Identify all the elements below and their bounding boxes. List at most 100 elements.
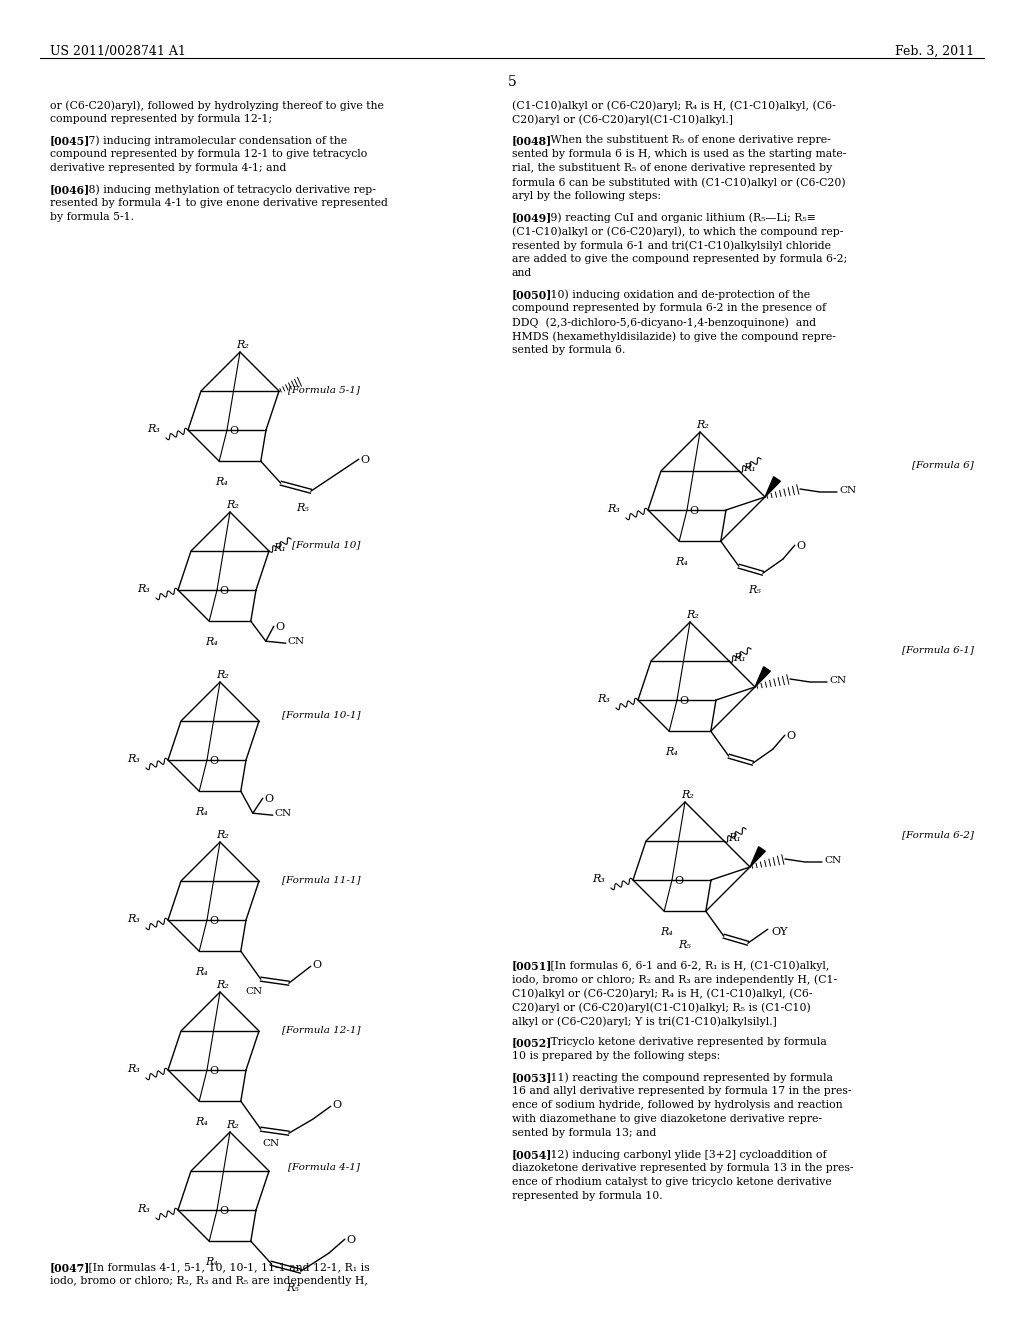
Text: R₄: R₄ [666,747,678,758]
Text: C20)aryl or (C6-C20)aryl(C1-C10)alkyl; R₅ is (C1-C10): C20)aryl or (C6-C20)aryl(C1-C10)alkyl; R… [512,1002,811,1012]
Text: derivative represented by formula 4-1; and: derivative represented by formula 4-1; a… [50,162,287,173]
Text: are added to give the compound represented by formula 6-2;: are added to give the compound represent… [512,253,847,264]
Polygon shape [750,847,765,867]
Text: R₃: R₃ [127,1064,140,1074]
Text: ence of rhodium catalyst to give tricyclo ketone derivative: ence of rhodium catalyst to give tricycl… [512,1177,831,1187]
Text: [0051]: [0051] [512,960,553,972]
Text: CN: CN [839,486,856,495]
Text: When the substituent R₅ of enone derivative repre-: When the substituent R₅ of enone derivat… [540,135,830,145]
Text: [In formulas 4-1, 5-1, 10, 10-1, 11-1 and 12-1, R₁ is: [In formulas 4-1, 5-1, 10, 10-1, 11-1 an… [78,1262,370,1272]
Text: and: and [512,268,532,279]
Text: R₂: R₂ [216,671,229,680]
Text: [0045]: [0045] [50,135,90,147]
Text: 5: 5 [508,75,516,88]
Text: R₃: R₃ [137,1204,150,1214]
Text: O: O [674,876,683,886]
Text: R₃: R₃ [137,583,150,594]
Text: R₃: R₃ [127,754,140,764]
Text: 9) reacting CuI and organic lithium (R₅—Li; R₅≡: 9) reacting CuI and organic lithium (R₅—… [540,213,815,223]
Text: R₂: R₂ [686,610,698,620]
Text: iodo, bromo or chloro; R₂ and R₃ are independently H, (C1-: iodo, bromo or chloro; R₂ and R₃ are ind… [512,974,838,985]
Text: O: O [219,1206,228,1216]
Text: US 2011/0028741 A1: US 2011/0028741 A1 [50,45,186,58]
Text: ence of sodium hydride, followed by hydrolysis and reaction: ence of sodium hydride, followed by hydr… [512,1100,843,1110]
Text: O: O [209,756,218,766]
Text: Tricyclo ketone derivative represented by formula: Tricyclo ketone derivative represented b… [540,1038,826,1047]
Text: CN: CN [288,638,305,647]
Text: R₁: R₁ [728,833,741,843]
Text: diazoketone derivative represented by formula 13 in the pres-: diazoketone derivative represented by fo… [512,1163,853,1173]
Text: R₅: R₅ [287,1283,299,1294]
Text: O: O [679,696,688,706]
Text: R₄: R₄ [196,968,208,977]
Text: [Formula 6]: [Formula 6] [912,459,974,469]
Text: R₁: R₁ [733,653,745,663]
Text: O: O [347,1236,356,1245]
Text: R₂: R₂ [216,979,229,990]
Text: rial, the substituent R₅ of enone derivative represented by: rial, the substituent R₅ of enone deriva… [512,162,833,173]
Text: R₂: R₂ [236,341,249,350]
Text: Feb. 3, 2011: Feb. 3, 2011 [895,45,974,58]
Text: compound represented by formula 12-1 to give tetracyclo: compound represented by formula 12-1 to … [50,149,368,158]
Text: HMDS (hexamethyldisilazide) to give the compound repre-: HMDS (hexamethyldisilazide) to give the … [512,331,836,342]
Text: O: O [209,916,218,927]
Text: O: O [209,1067,218,1076]
Text: [0050]: [0050] [512,289,552,300]
Text: 10) inducing oxidation and de-protection of the: 10) inducing oxidation and de-protection… [540,289,810,300]
Text: R₄: R₄ [205,1257,218,1267]
Text: R₂: R₂ [226,1119,239,1130]
Text: R₃: R₃ [597,694,610,704]
Text: (C1-C10)alkyl or (C6-C20)aryl; R₄ is H, (C1-C10)alkyl, (C6-: (C1-C10)alkyl or (C6-C20)aryl; R₄ is H, … [512,100,836,111]
Text: [Formula 11-1]: [Formula 11-1] [282,875,360,884]
Text: R₁: R₁ [273,543,286,553]
Text: [0048]: [0048] [512,135,552,147]
Text: R₂: R₂ [696,420,709,430]
Text: R₂: R₂ [216,830,229,840]
Text: R₄: R₄ [196,1117,208,1127]
Text: O: O [786,731,796,742]
Text: R₄: R₄ [205,638,218,647]
Text: R₅: R₅ [749,585,761,595]
Text: CN: CN [246,987,263,997]
Text: R₄: R₄ [196,808,208,817]
Text: 8) inducing methylation of tetracyclo derivative rep-: 8) inducing methylation of tetracyclo de… [78,183,376,194]
Text: aryl by the following steps:: aryl by the following steps: [512,191,662,201]
Text: sented by formula 6.: sented by formula 6. [512,345,626,355]
Text: R₄: R₄ [215,478,228,487]
Text: R₂: R₂ [681,789,694,800]
Text: C20)aryl or (C6-C20)aryl(C1-C10)alkyl.]: C20)aryl or (C6-C20)aryl(C1-C10)alkyl.] [512,114,733,124]
Text: compound represented by formula 6-2 in the presence of: compound represented by formula 6-2 in t… [512,304,826,313]
Text: R₅: R₅ [296,503,309,513]
Text: R₃: R₃ [127,913,140,924]
Text: R₄: R₄ [660,927,673,937]
Text: O: O [360,455,370,465]
Text: [Formula 5-1]: [Formula 5-1] [288,385,360,393]
Text: [Formula 10]: [Formula 10] [292,540,360,549]
Text: CN: CN [274,809,292,818]
Text: CN: CN [829,676,846,685]
Polygon shape [765,477,780,498]
Text: O: O [229,426,239,436]
Text: [0052]: [0052] [512,1038,552,1048]
Text: OY: OY [772,927,788,937]
Text: [0047]: [0047] [50,1262,90,1272]
Text: CN: CN [824,855,841,865]
Text: with diazomethane to give diazoketone derivative repre-: with diazomethane to give diazoketone de… [512,1114,822,1125]
Text: R₃: R₃ [592,874,605,884]
Text: O: O [265,795,274,804]
Text: R₃: R₃ [147,424,160,434]
Text: O: O [689,506,698,516]
Text: [0049]: [0049] [512,213,552,223]
Text: C10)alkyl or (C6-C20)aryl; R₄ is H, (C1-C10)alkyl, (C6-: C10)alkyl or (C6-C20)aryl; R₄ is H, (C1-… [512,987,812,998]
Text: resented by formula 4-1 to give enone derivative represented: resented by formula 4-1 to give enone de… [50,198,388,209]
Text: formula 6 can be substituted with (C1-C10)alkyl or (C6-C20): formula 6 can be substituted with (C1-C1… [512,177,846,187]
Text: sented by formula 13; and: sented by formula 13; and [512,1129,656,1138]
Text: O: O [797,541,806,552]
Text: [0046]: [0046] [50,183,90,195]
Text: 16 and allyl derivative represented by formula 17 in the pres-: 16 and allyl derivative represented by f… [512,1086,852,1096]
Text: 10 is prepared by the following steps:: 10 is prepared by the following steps: [512,1051,720,1061]
Text: [Formula 6-1]: [Formula 6-1] [902,645,974,653]
Text: R₂: R₂ [226,500,239,510]
Text: [Formula 6-2]: [Formula 6-2] [902,830,974,840]
Text: alkyl or (C6-C20)aryl; Y is tri(C1-C10)alkylsilyl.]: alkyl or (C6-C20)aryl; Y is tri(C1-C10)a… [512,1016,777,1027]
